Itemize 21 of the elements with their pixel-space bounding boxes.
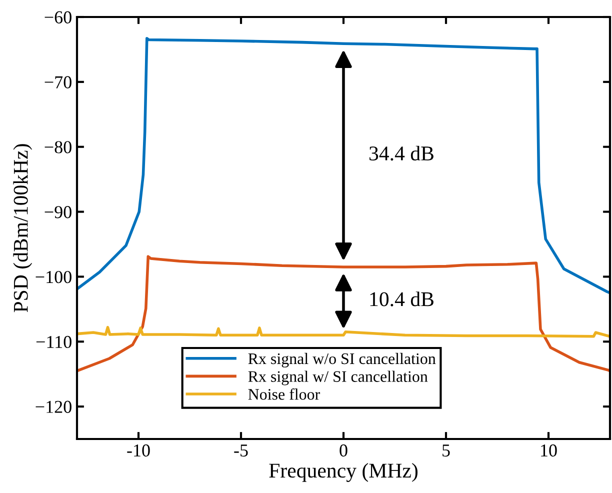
y-tick-label: −90 xyxy=(44,206,72,218)
x-tick-label: 10 xyxy=(541,444,557,457)
annotation: 10.4 dB xyxy=(370,292,434,306)
x-tick-label: 0 xyxy=(340,444,348,457)
line-series xyxy=(77,326,610,338)
x-tick-label: -5 xyxy=(234,444,248,457)
y-tick-label: −100 xyxy=(36,270,72,284)
legend-label: Rx signal w/o SI cancellation xyxy=(248,352,436,368)
x-axis-title: Frequency (MHz) xyxy=(269,463,418,482)
legend-label: Noise floor xyxy=(248,388,320,400)
y-tick-label: −120 xyxy=(36,400,72,413)
legend-label: Rx signal w/ SI cancellation xyxy=(248,370,428,386)
y-tick-label: −80 xyxy=(44,141,72,154)
x-tick-label: -10 xyxy=(127,444,150,457)
line-series xyxy=(77,255,610,372)
annotation: 34.4 dB xyxy=(369,146,434,161)
y-tick-label: −110 xyxy=(36,336,72,348)
y-tick-label: −60 xyxy=(44,11,72,24)
y-axis-title: PSD (dBm/100kHz) xyxy=(13,144,32,312)
x-tick-label: 5 xyxy=(442,444,450,457)
y-tick-label: −70 xyxy=(44,76,72,88)
